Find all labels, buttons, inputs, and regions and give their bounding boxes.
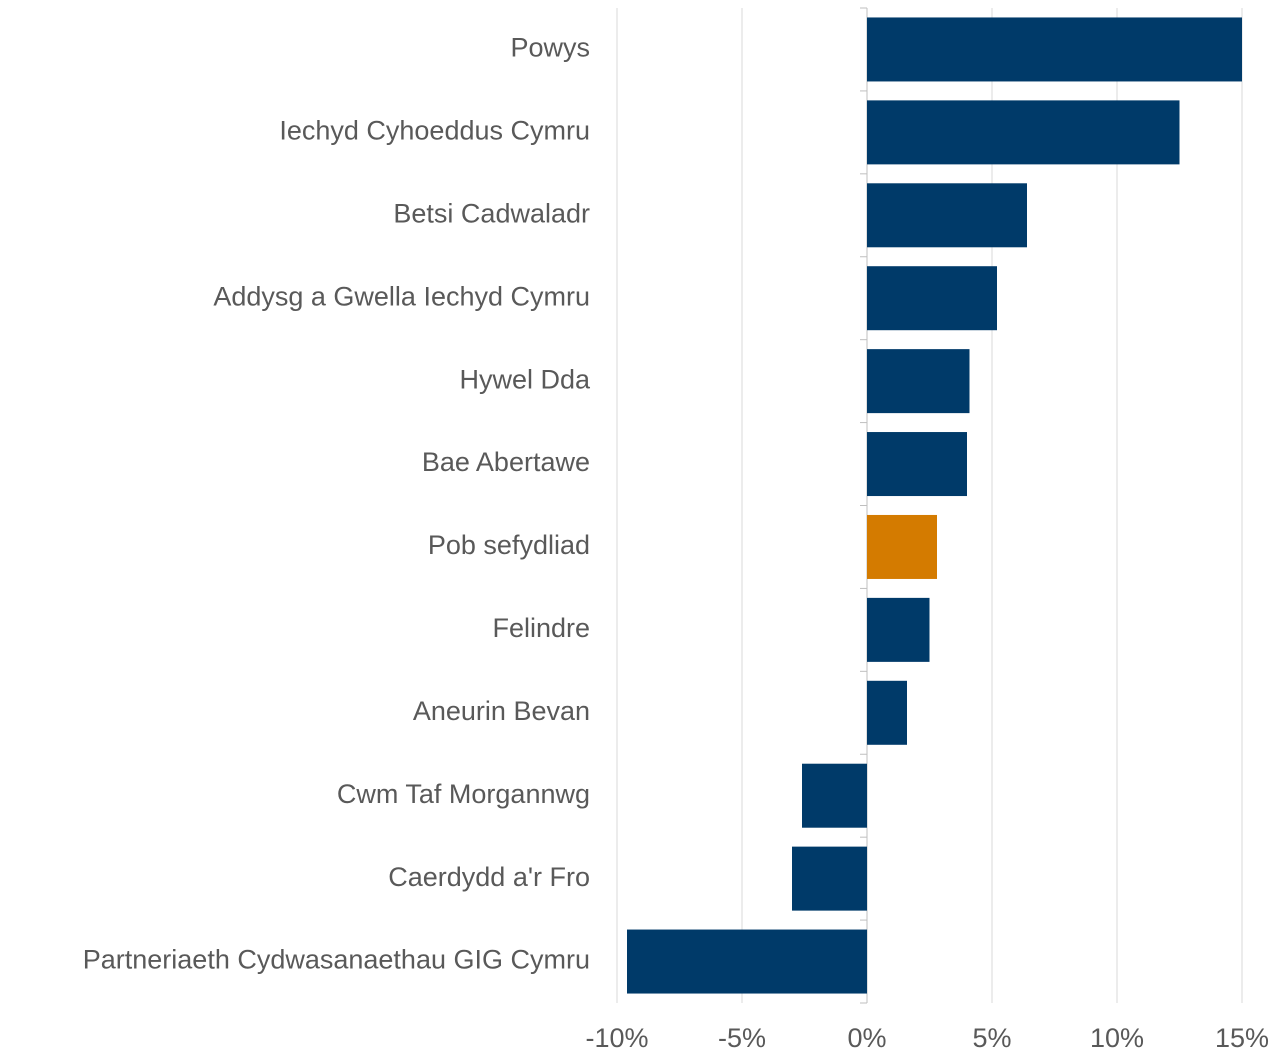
bar [867, 183, 1027, 248]
y-tick-label: Partneriaeth Cydwasanaethau GIG Cymru [83, 945, 590, 975]
bar [627, 929, 867, 994]
y-tick-label: Felindre [492, 613, 590, 643]
x-tick-label: -5% [718, 1023, 766, 1052]
y-tick-label: Aneurin Bevan [413, 696, 590, 726]
y-tick-label: Addysg a Gwella Iechyd Cymru [213, 281, 590, 311]
y-tick-label: Pob sefydliad [428, 530, 590, 560]
y-tick-label: Iechyd Cyhoeddus Cymru [279, 116, 590, 146]
y-tick-label: Betsi Cadwaladr [393, 198, 590, 228]
bar [867, 597, 930, 662]
y-tick-label: Bae Abertawe [422, 447, 590, 477]
bar [867, 266, 997, 331]
y-tick-label: Powys [510, 33, 590, 63]
y-tick-label: Caerdydd a'r Fro [388, 862, 590, 892]
bar [867, 514, 937, 579]
x-tick-label: 0% [847, 1023, 886, 1052]
bar [867, 680, 907, 745]
x-tick-label: -10% [585, 1023, 648, 1052]
bar [867, 100, 1180, 165]
x-tick-label: 15% [1215, 1023, 1269, 1052]
bar [867, 17, 1242, 82]
y-tick-label: Cwm Taf Morgannwg [337, 779, 590, 809]
y-tick-label: Hywel Dda [459, 364, 591, 394]
bar [802, 763, 867, 828]
x-tick-label: 10% [1090, 1023, 1144, 1052]
bar [792, 846, 867, 911]
bar [867, 349, 970, 414]
x-tick-label: 5% [972, 1023, 1011, 1052]
bar [867, 432, 967, 497]
